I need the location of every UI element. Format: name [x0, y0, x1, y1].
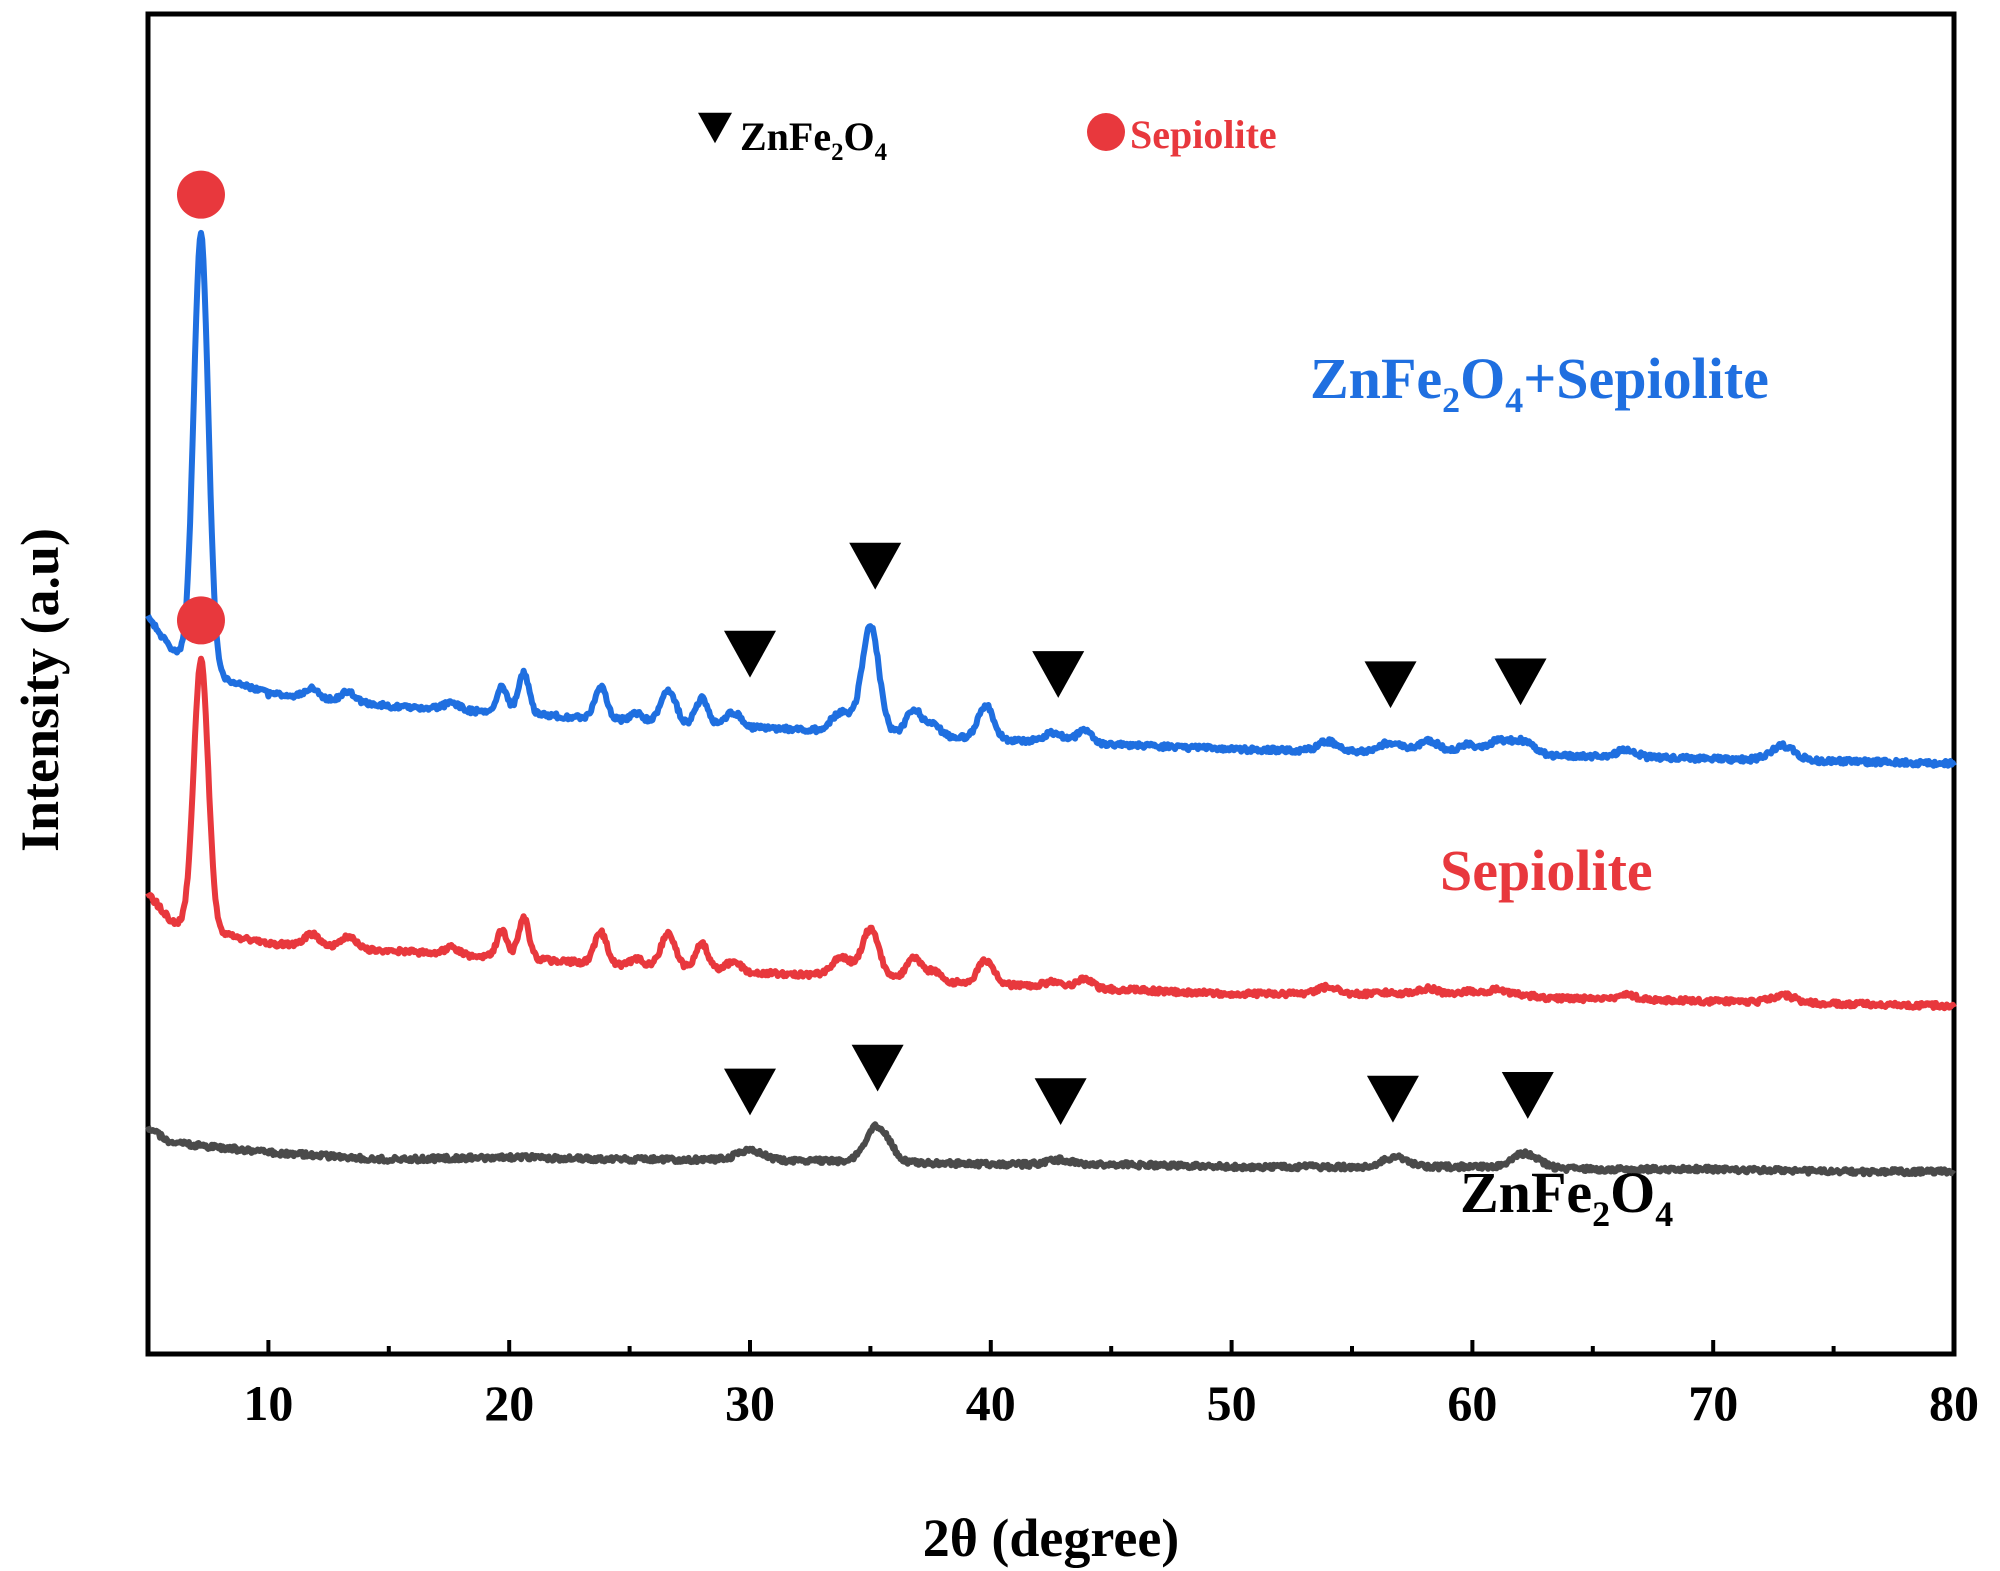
legend-sepiolite-label: Sepiolite	[1130, 112, 1277, 157]
znfe2o4-peak-marker	[851, 1044, 904, 1092]
znfe2o4-peak-marker	[1366, 1075, 1419, 1123]
znfe2o4-peak-marker	[1494, 658, 1547, 706]
legend: ZnFe2O4 Sepiolite	[698, 112, 1277, 166]
series-line	[145, 1121, 1957, 1178]
x-tick-label: 50	[1207, 1375, 1257, 1431]
znfe2o4-peak-marker	[698, 112, 732, 144]
znfe2o4-peak-marker	[849, 542, 902, 590]
znfe2o4-peak-marker	[724, 630, 776, 678]
series-line	[145, 229, 1957, 769]
x-tick-labels: 10 20 30 40 50 60 70 80	[243, 1375, 1979, 1431]
series-label: Sepiolite	[1440, 838, 1653, 903]
x-tick-label: 60	[1447, 1375, 1497, 1431]
x-tick-label: 80	[1929, 1375, 1979, 1431]
x-tick-label: 30	[725, 1375, 775, 1431]
sepiolite-peak-marker	[176, 170, 225, 219]
legend-znfe2o4-label: ZnFe2O4	[740, 114, 887, 166]
znfe2o4-peak-marker	[1501, 1072, 1554, 1119]
znfe2o4-peak-marker	[1364, 661, 1417, 709]
x-tick-label: 70	[1688, 1375, 1738, 1431]
sepiolite-peak-marker	[176, 596, 225, 645]
series-label: ZnFe2O4+Sepiolite	[1310, 346, 1769, 420]
plot-frame	[145, 11, 1957, 1357]
series-line	[145, 655, 1957, 1012]
x-axis-title: 2θ (degree)	[923, 1508, 1180, 1568]
x-tick-label: 20	[484, 1375, 534, 1431]
y-axis-title: Intensity (a.u)	[10, 528, 70, 852]
znfe2o4-peak-marker	[724, 1068, 776, 1116]
x-tick-label: 10	[243, 1375, 293, 1431]
peak-markers	[176, 170, 1554, 1125]
series-labels: ZnFe2O4+Sepiolite Sepiolite ZnFe2O4	[1310, 346, 1769, 1234]
sepiolite-peak-marker	[1087, 113, 1125, 151]
x-axis-ticks	[266, 1340, 1956, 1354]
znfe2o4-peak-marker	[1032, 651, 1085, 698]
x-tick-label: 40	[966, 1375, 1016, 1431]
series-label: ZnFe2O4	[1460, 1160, 1673, 1234]
znfe2o4-peak-marker	[1034, 1078, 1087, 1125]
series-layer	[145, 229, 1957, 1178]
